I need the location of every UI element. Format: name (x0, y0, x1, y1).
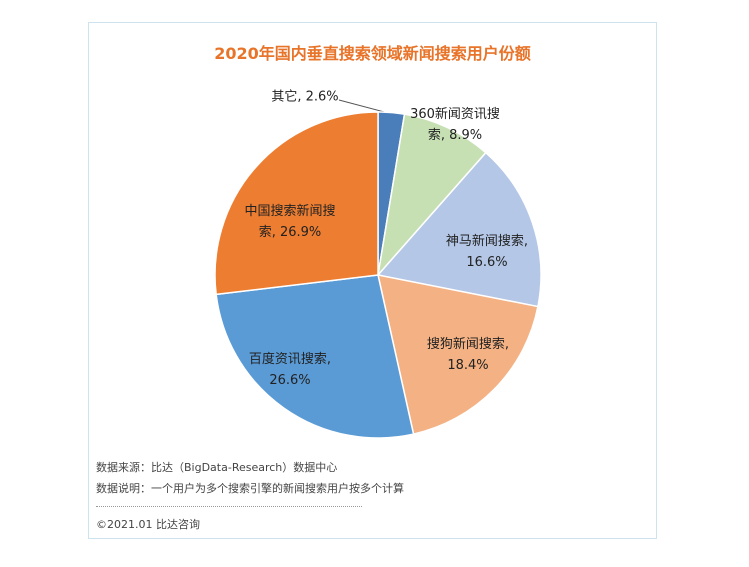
data-label: 神马新闻搜索, 16.6% (445, 234, 529, 270)
data-label: 其它, 2.6% (271, 89, 339, 105)
data-label: 搜狗新闻搜索, 18.4% (426, 337, 510, 373)
pie-slice (376, 151, 542, 308)
pie-slice (214, 111, 379, 296)
divider (96, 506, 362, 507)
pie-slice (215, 274, 415, 439)
copyright: ©2021.01 比达咨询 (96, 518, 200, 531)
chart-title: 2020年国内垂直搜索领域新闻搜索用户份额 (214, 44, 531, 63)
frame (88, 22, 657, 539)
source-note: 数据来源：比达（BigData-Research）数据中心 (96, 461, 338, 474)
data-label: 百度资讯搜索, 26.6% (248, 352, 332, 388)
pie-slice (377, 274, 539, 435)
explain-note: 数据说明：一个用户为多个搜索引擎的新闻搜索用户按多个计算 (96, 482, 404, 495)
data-label: 中国搜索新闻搜索, 26.9% (244, 204, 336, 240)
data-label: 360新闻资讯搜索, 8.9% (410, 107, 500, 143)
pie-slice (376, 113, 487, 278)
